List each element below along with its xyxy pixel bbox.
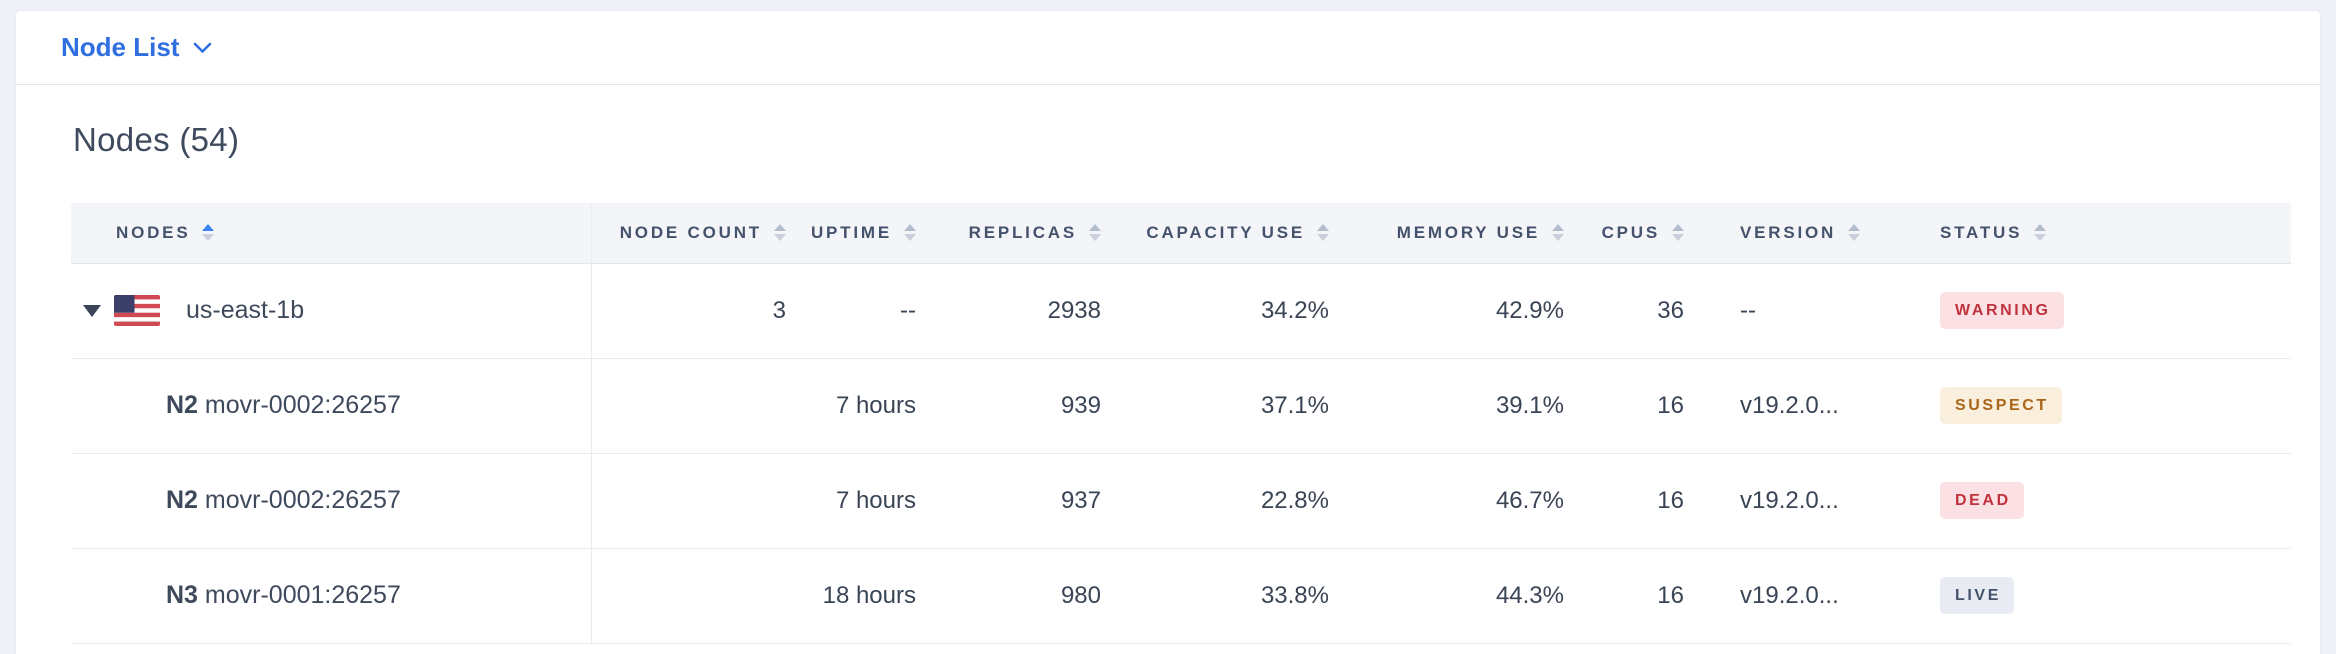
column-label: REPLICAS — [968, 222, 1077, 242]
sort-icon — [1552, 224, 1564, 242]
node-id: N3 — [166, 581, 205, 609]
capacity-use-cell: 34.2% — [1121, 263, 1349, 359]
column-label: CAPACITY USE — [1146, 222, 1305, 242]
column-header-replicas[interactable]: REPLICAS — [936, 203, 1121, 264]
replicas-cell: 939 — [936, 358, 1121, 454]
uptime-cell: 18 hours — [806, 548, 936, 644]
node-id: N2 — [166, 391, 205, 419]
nodes-table: NODES NODE COUNT UPTIME — [71, 203, 2291, 644]
capacity-use-cell: 22.8% — [1121, 453, 1349, 549]
sort-icon — [202, 224, 215, 242]
column-header-capacity-use[interactable]: CAPACITY USE — [1121, 203, 1349, 264]
status-badge: DEAD — [1940, 482, 2024, 519]
version-cell: v19.2.0... — [1704, 453, 1904, 549]
capacity-use-cell: 33.8% — [1121, 548, 1349, 644]
sort-icon — [1317, 224, 1329, 242]
version-cell: -- — [1704, 263, 1904, 359]
node-address: movr-0002:26257 — [204, 486, 401, 514]
node-list-card: Node List Nodes (54) NODES — [15, 10, 2321, 654]
sort-icon — [2034, 224, 2047, 242]
sort-icon — [1672, 224, 1684, 242]
node-count-cell: 3 — [591, 263, 806, 359]
cpus-cell: 16 — [1584, 548, 1704, 644]
collapse-region-caret-icon[interactable] — [79, 301, 105, 321]
capacity-use-cell: 37.1% — [1121, 358, 1349, 454]
view-selector-dropdown[interactable]: Node List — [61, 32, 212, 63]
replicas-cell: 937 — [936, 453, 1121, 549]
sort-icon — [1848, 224, 1861, 242]
column-header-node-count[interactable]: NODE COUNT — [591, 203, 806, 264]
column-header-memory-use[interactable]: MEMORY USE — [1349, 203, 1584, 264]
sort-icon — [904, 224, 916, 242]
column-label: VERSION — [1740, 222, 1837, 242]
column-label: NODE COUNT — [619, 222, 762, 242]
node-address: movr-0001:26257 — [204, 581, 401, 609]
column-label: MEMORY USE — [1396, 222, 1540, 242]
table-row-node[interactable]: N2 movr-0002:26257 7 hours 939 37.1% 39.… — [71, 358, 2291, 454]
table-header-row: NODES NODE COUNT UPTIME — [71, 203, 2291, 264]
table-row-node[interactable]: N3 movr-0001:26257 18 hours 980 33.8% 44… — [71, 548, 2291, 644]
page-title: Nodes (54) — [73, 121, 240, 158]
version-cell: v19.2.0... — [1704, 548, 1904, 644]
node-count-cell — [591, 453, 806, 549]
chevron-down-icon — [194, 42, 212, 53]
memory-use-cell: 42.9% — [1349, 263, 1584, 359]
table-row-region[interactable]: us-east-1b 3 -- 2938 34.2% 42.9% 36 -- W… — [71, 263, 2291, 359]
status-badge: SUSPECT — [1940, 387, 2062, 424]
column-label: NODES — [116, 222, 191, 242]
table-row-node[interactable]: N2 movr-0002:26257 7 hours 937 22.8% 46.… — [71, 453, 2291, 549]
version-cell: v19.2.0... — [1704, 358, 1904, 454]
us-flag-icon — [114, 295, 160, 326]
uptime-cell: 7 hours — [806, 358, 936, 454]
memory-use-cell: 46.7% — [1349, 453, 1584, 549]
node-address: movr-0002:26257 — [204, 391, 401, 419]
column-header-status[interactable]: STATUS — [1904, 203, 2291, 264]
uptime-cell: -- — [806, 263, 936, 359]
region-name: us-east-1b — [186, 296, 305, 324]
sort-icon — [1089, 224, 1101, 242]
cpus-cell: 16 — [1584, 358, 1704, 454]
status-badge: LIVE — [1940, 577, 2014, 614]
sort-icon — [774, 224, 786, 242]
uptime-cell: 7 hours — [806, 453, 936, 549]
replicas-cell: 2938 — [936, 263, 1121, 359]
cpus-cell: 16 — [1584, 453, 1704, 549]
column-header-uptime[interactable]: UPTIME — [806, 203, 936, 264]
node-count-cell — [591, 358, 806, 454]
column-header-cpus[interactable]: CPUS — [1584, 203, 1704, 264]
column-label: UPTIME — [810, 222, 892, 242]
column-header-version[interactable]: VERSION — [1704, 203, 1904, 264]
column-header-nodes[interactable]: NODES — [71, 203, 592, 264]
memory-use-cell: 44.3% — [1349, 548, 1584, 644]
replicas-cell: 980 — [936, 548, 1121, 644]
view-selector-label: Node List — [61, 32, 180, 62]
column-label: CPUS — [1601, 222, 1660, 242]
card-top-bar: Node List — [16, 11, 2320, 85]
node-count-cell — [591, 548, 806, 644]
status-badge: WARNING — [1940, 292, 2064, 329]
cpus-cell: 36 — [1584, 263, 1704, 359]
memory-use-cell: 39.1% — [1349, 358, 1584, 454]
node-id: N2 — [166, 486, 205, 514]
column-label: STATUS — [1940, 222, 2023, 242]
